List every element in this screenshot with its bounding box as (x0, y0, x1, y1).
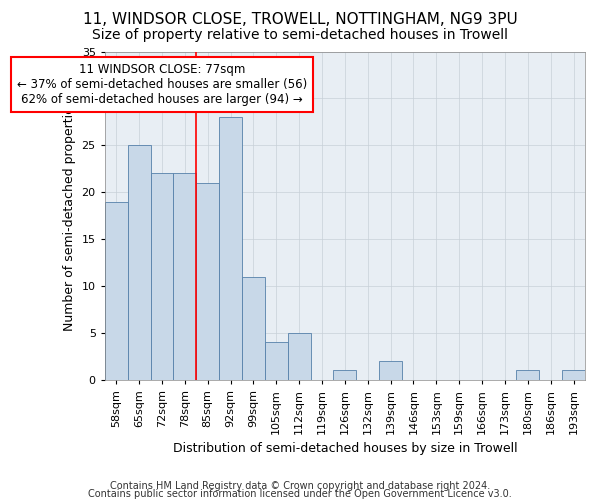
Text: Contains public sector information licensed under the Open Government Licence v3: Contains public sector information licen… (88, 489, 512, 499)
X-axis label: Distribution of semi-detached houses by size in Trowell: Distribution of semi-detached houses by … (173, 442, 517, 455)
Text: 11, WINDSOR CLOSE, TROWELL, NOTTINGHAM, NG9 3PU: 11, WINDSOR CLOSE, TROWELL, NOTTINGHAM, … (83, 12, 517, 28)
Bar (242, 276, 265, 380)
Bar (334, 370, 356, 380)
Y-axis label: Number of semi-detached properties: Number of semi-detached properties (63, 100, 76, 332)
Bar (128, 146, 151, 380)
Bar (379, 361, 402, 380)
Bar (562, 370, 585, 380)
Bar (196, 183, 219, 380)
Bar (288, 333, 311, 380)
Bar (265, 342, 288, 380)
Bar (173, 174, 196, 380)
Bar (219, 117, 242, 380)
Bar (517, 370, 539, 380)
Bar (151, 174, 173, 380)
Bar (105, 202, 128, 380)
Text: Size of property relative to semi-detached houses in Trowell: Size of property relative to semi-detach… (92, 28, 508, 42)
Text: Contains HM Land Registry data © Crown copyright and database right 2024.: Contains HM Land Registry data © Crown c… (110, 481, 490, 491)
Text: 11 WINDSOR CLOSE: 77sqm
← 37% of semi-detached houses are smaller (56)
62% of se: 11 WINDSOR CLOSE: 77sqm ← 37% of semi-de… (17, 63, 307, 106)
